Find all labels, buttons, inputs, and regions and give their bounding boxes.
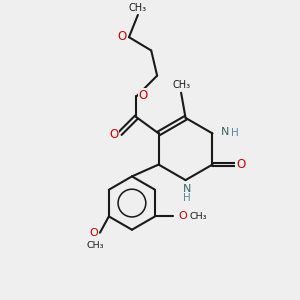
Text: CH₃: CH₃ [172, 80, 190, 90]
Text: CH₃: CH₃ [87, 241, 104, 250]
Text: O: O [179, 211, 188, 220]
Text: CH₃: CH₃ [190, 212, 207, 221]
Text: O: O [138, 89, 148, 102]
Text: H: H [231, 128, 238, 138]
Text: O: O [109, 128, 118, 141]
Text: O: O [89, 228, 98, 238]
Text: N: N [183, 184, 191, 194]
Text: O: O [236, 158, 245, 171]
Text: H: H [183, 194, 191, 203]
Text: CH₃: CH₃ [129, 2, 147, 13]
Text: N: N [221, 127, 229, 137]
Text: O: O [118, 30, 127, 43]
